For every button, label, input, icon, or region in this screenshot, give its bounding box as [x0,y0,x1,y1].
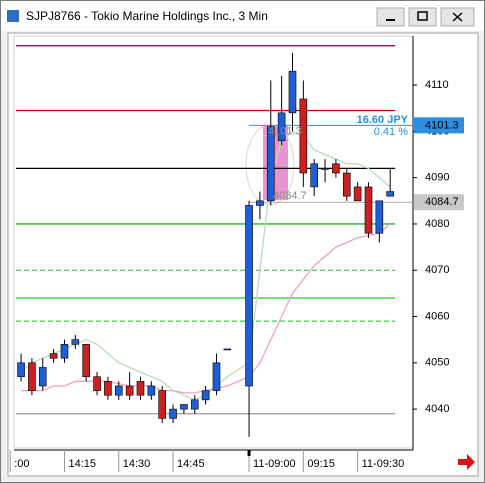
price-tag-label: 4084.7 [425,196,459,208]
app-icon [7,10,19,22]
candle-body [353,186,362,202]
candle-body [321,168,329,170]
price-tag [414,194,464,211]
price-tag-label: 4101.3 [425,119,459,131]
candle-body [82,344,90,378]
plot: 40404050406040704080409041004110:0014:15… [9,45,464,472]
y-tick-label: 4090 [425,172,449,184]
chart-label: 4084.7 [273,190,307,202]
chart-label: 4101.3 [268,125,302,137]
candle-body [375,200,384,234]
window-title: SJPJ8766 - Tokio Marine Holdings Inc., 3… [26,9,268,23]
candle-body [364,186,373,234]
candle-body [256,200,264,206]
candle-body [212,362,221,391]
candle-body [342,172,351,197]
candle-body [201,390,210,401]
x-tick-label: 14:45 [177,458,205,470]
candle-body [71,339,80,345]
y-tick-label: 4110 [425,79,449,91]
candle-body [104,381,112,396]
candle-body [158,390,166,419]
x-tick-label: 09:15 [307,458,335,470]
y-tick-label: 4040 [425,403,449,415]
maximize-button[interactable] [408,7,437,27]
y-tick-label: 4080 [425,218,449,230]
candle-body [38,367,47,387]
candle-body [386,191,395,197]
candle-body [288,70,297,114]
x-tick-label: :00 [14,458,29,470]
candle-body [49,353,58,359]
candle-body [147,385,156,396]
close-button[interactable] [440,7,475,27]
candle-body [93,376,101,391]
candle-body [277,112,286,141]
candle-body [28,362,36,391]
moving-average [20,130,391,401]
price-tag [414,117,464,134]
candle-body [180,404,188,410]
candle-body [266,126,275,202]
candle-body [299,98,308,174]
change-pct-label: 0.41 % [374,126,408,138]
change-label: 16.60 JPY [357,114,409,126]
y-tick-label: 4060 [425,310,449,322]
x-tick-label: 11-09:30 [362,458,405,470]
scroll-arrow[interactable] [458,454,475,470]
y-tick-label: 4050 [425,357,449,369]
candle-body [190,399,199,410]
x-tick-label: 11-09:00 [253,458,296,470]
candle-body [223,348,232,351]
candle-body [125,385,134,396]
candle-body [60,344,69,359]
candle-body [310,163,319,188]
minimize-button[interactable] [376,7,405,27]
candle-body [136,381,145,396]
candle-body [114,385,123,396]
moving-average [21,223,391,394]
candle-body [332,163,340,174]
candle-body [169,408,177,419]
candle-body [17,362,25,378]
y-tick-label: 4070 [425,264,449,276]
candle-body [245,205,253,387]
x-tick-label: 14:30 [123,458,151,470]
x-tick-label: 14:15 [68,458,96,470]
